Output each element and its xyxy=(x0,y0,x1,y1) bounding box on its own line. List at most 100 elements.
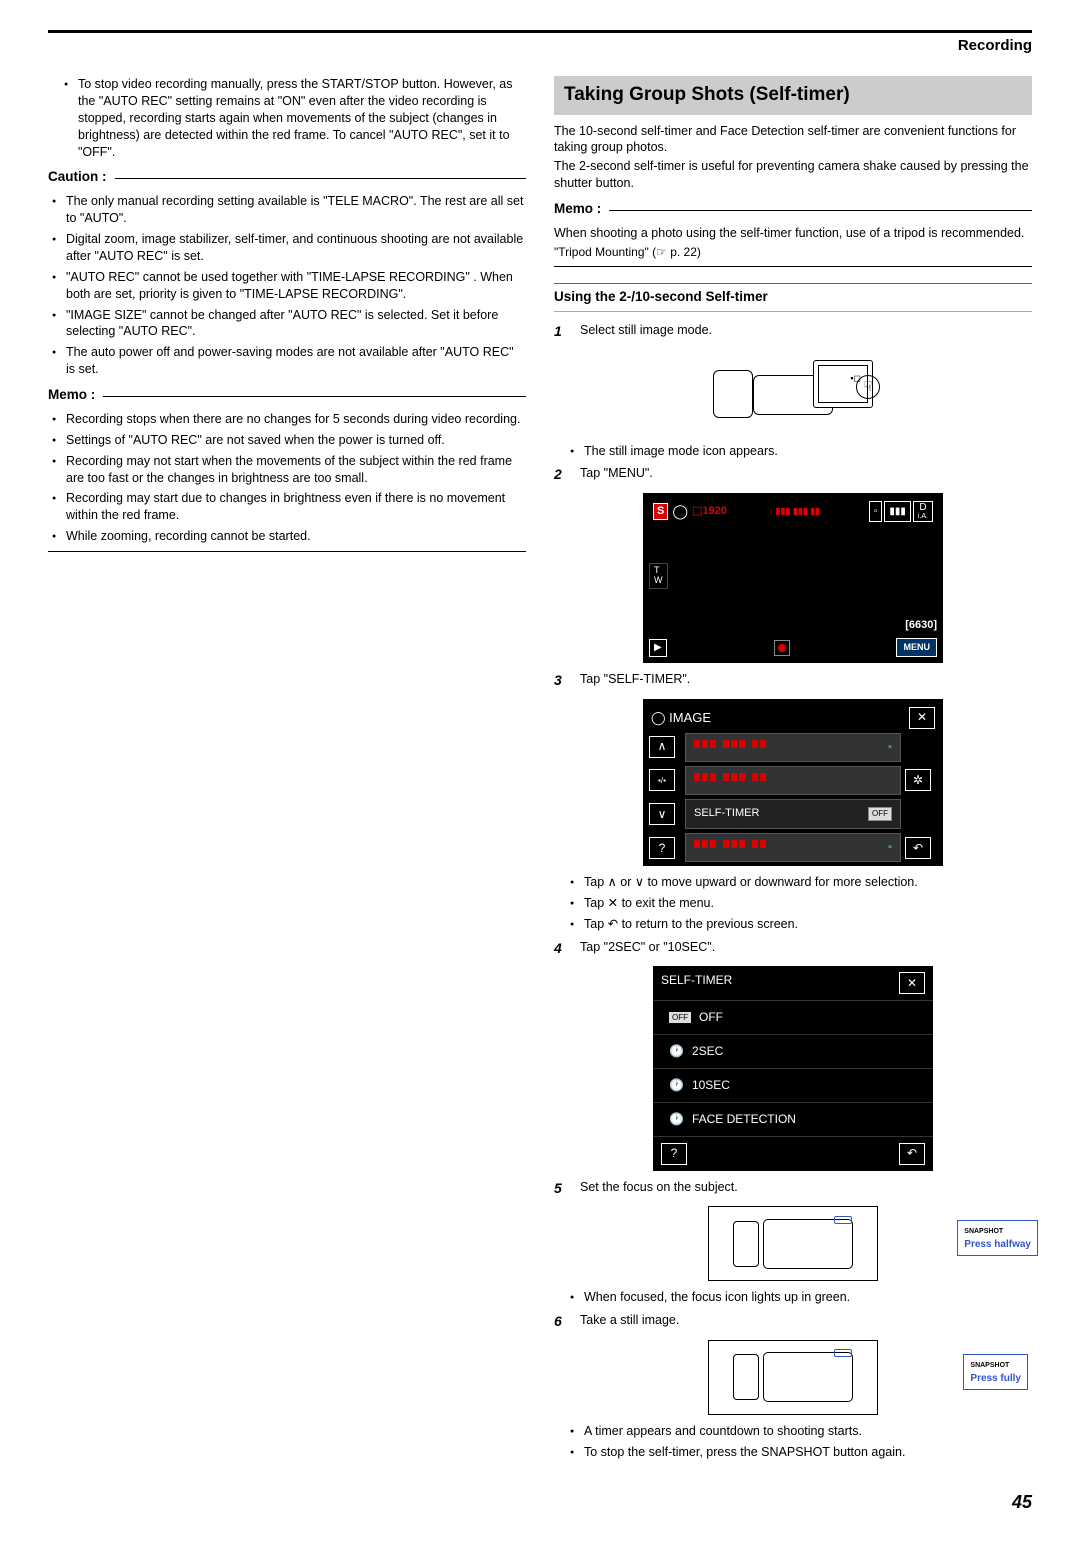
camera-icon: ◯ xyxy=(672,502,688,522)
back-button[interactable]: ↶ xyxy=(899,1143,925,1165)
step-num: 5 xyxy=(554,1179,568,1199)
memo-item: Recording stops when there are no change… xyxy=(66,411,526,428)
caution-item: "IMAGE SIZE" cannot be changed after "AU… xyxy=(66,307,526,341)
menu-row[interactable]: ▪ xyxy=(685,833,901,862)
intro-2: The 2-second self-timer is useful for pr… xyxy=(554,158,1032,192)
gear-button[interactable]: ✲ xyxy=(905,769,931,791)
memo-item: Recording may not start when the movemen… xyxy=(66,453,526,487)
page-number: 45 xyxy=(48,1490,1032,1515)
menu-button[interactable]: MENU xyxy=(896,638,937,657)
step3-note: Tap ↶ to return to the previous screen. xyxy=(584,916,1032,933)
intro-1: The 10-second self-timer and Face Detect… xyxy=(554,123,1032,157)
memo-label-left: Memo : xyxy=(48,386,526,405)
memo-label-right: Memo : xyxy=(554,200,1032,219)
page-indicator: ▪/▪ xyxy=(649,769,675,791)
step1-note: The still image mode icon appears. xyxy=(584,443,1032,460)
play-icon[interactable]: ▶ xyxy=(649,639,667,657)
count-text: [6630] xyxy=(905,618,937,633)
step5-notes: When focused, the focus icon lights up i… xyxy=(554,1289,1032,1306)
menu-row[interactable] xyxy=(685,766,901,795)
step3-notes: Tap ∧ or ∨ to move upward or downward fo… xyxy=(554,874,1032,933)
memo-list-left: Recording stops when there are no change… xyxy=(48,411,526,545)
step-num: 3 xyxy=(554,671,568,691)
down-button[interactable]: ∨ xyxy=(649,803,675,825)
close-button[interactable]: ✕ xyxy=(909,707,935,729)
memo-text: When shooting a photo using the self-tim… xyxy=(554,225,1032,242)
zoom-tw: TW xyxy=(649,563,668,589)
memo-close-rule xyxy=(554,266,1032,267)
step-text: Take a still image. xyxy=(580,1312,1032,1332)
page-header: Recording xyxy=(48,35,1032,56)
step6-note: To stop the self-timer, press the SNAPSH… xyxy=(584,1444,1032,1461)
face-icon: 🕐 xyxy=(669,1111,684,1128)
timer-off-row[interactable]: OFFOFF xyxy=(653,1000,933,1034)
step-text: Tap "MENU". xyxy=(580,465,1032,485)
left-column: To stop video recording manually, press … xyxy=(48,76,526,1466)
main-heading: Taking Group Shots (Self-timer) xyxy=(554,76,1032,115)
right-column: Taking Group Shots (Self-timer) The 10-s… xyxy=(554,76,1032,1466)
red-bars: ▮▮▮ ▮▮▮ ▮▮ xyxy=(776,505,821,518)
figure-snapshot-full: SNAPSHOTPress fully xyxy=(554,1340,1032,1415)
menu-row[interactable]: ▪ xyxy=(685,733,901,762)
step-num: 6 xyxy=(554,1312,568,1332)
res-text: ⬚1920 xyxy=(692,504,727,519)
memo-item: While zooming, recording cannot be start… xyxy=(66,528,526,545)
close-button[interactable]: ✕ xyxy=(899,972,925,994)
close-rule xyxy=(48,551,526,552)
step-num: 4 xyxy=(554,939,568,959)
timer-2sec-row[interactable]: 🕐2SEC xyxy=(653,1034,933,1068)
timer-icon: 🕐 xyxy=(669,1043,684,1060)
timer-header: SELF-TIMER xyxy=(661,972,732,994)
step-num: 2 xyxy=(554,465,568,485)
caution-item: "AUTO REC" cannot be used together with … xyxy=(66,269,526,303)
step-6: 6 Take a still image. xyxy=(554,1312,1032,1332)
step-2: 2 Tap "MENU". xyxy=(554,465,1032,485)
step3-note: Tap ∧ or ∨ to move upward or downward fo… xyxy=(584,874,1032,891)
up-button[interactable]: ∧ xyxy=(649,736,675,758)
tap-hand-icon: ☟ xyxy=(856,375,880,399)
step3-note: Tap ✕ to exit the menu. xyxy=(584,895,1032,912)
help-button[interactable]: ? xyxy=(661,1143,687,1165)
caution-item: The only manual recording setting availa… xyxy=(66,193,526,227)
back-button[interactable]: ↶ xyxy=(905,837,931,859)
step6-note: A timer appears and countdown to shootin… xyxy=(584,1423,1032,1440)
figure-camcorder-1: ▪◻☟ xyxy=(554,350,1032,435)
step-text: Set the focus on the subject. xyxy=(580,1179,1032,1199)
step-text: Tap "SELF-TIMER". xyxy=(580,671,1032,691)
step-text: Tap "2SEC" or "10SEC". xyxy=(580,939,1032,959)
figure-lcd-menu: S ◯ ⬚1920 ▮▮▮ ▮▮▮ ▮▮ ▫ ▮▮▮ Di.A. TW [663… xyxy=(554,493,1032,663)
press-halfway-label: SNAPSHOTPress halfway xyxy=(957,1220,1038,1256)
figure-lcd-image-menu: ◯ IMAGE ✕ ∧ ▪/▪ ∨ ? ▪ SELF-TIMEROFF xyxy=(554,699,1032,867)
step-num: 1 xyxy=(554,322,568,342)
step-5: 5 Set the focus on the subject. xyxy=(554,1179,1032,1199)
step-4: 4 Tap "2SEC" or "10SEC". xyxy=(554,939,1032,959)
timer-face-row[interactable]: 🕐FACE DETECTION xyxy=(653,1102,933,1137)
header-rule xyxy=(48,30,1032,33)
step1-notes: The still image mode icon appears. xyxy=(554,443,1032,460)
caution-item: The auto power off and power-saving mode… xyxy=(66,344,526,378)
d-icon: Di.A. xyxy=(913,501,933,522)
step-text: Select still image mode. xyxy=(580,322,1032,342)
sd-icon: ▫ xyxy=(869,501,883,522)
step5-note: When focused, the focus icon lights up i… xyxy=(584,1289,1032,1306)
figure-lcd-timer-menu: SELF-TIMER ✕ OFFOFF 🕐2SEC 🕐10SEC 🕐FACE D… xyxy=(554,966,1032,1170)
timer-icon: 🕐 xyxy=(669,1077,684,1094)
caution-item: Digital zoom, image stabilizer, self-tim… xyxy=(66,231,526,265)
rec-button[interactable] xyxy=(774,640,790,656)
memo-item: Recording may start due to changes in br… xyxy=(66,490,526,524)
help-button[interactable]: ? xyxy=(649,837,675,859)
top-note-list: To stop video recording manually, press … xyxy=(48,76,526,160)
self-timer-row[interactable]: SELF-TIMEROFF xyxy=(685,799,901,828)
image-header: ◯ IMAGE xyxy=(651,709,711,727)
sub-heading: Using the 2-/10-second Self-timer xyxy=(554,283,1032,312)
press-fully-label: SNAPSHOTPress fully xyxy=(963,1354,1028,1390)
caution-label: Caution : xyxy=(48,168,526,187)
s-icon: S xyxy=(653,503,668,520)
step-3: 3 Tap "SELF-TIMER". xyxy=(554,671,1032,691)
memo-ref: "Tripod Mounting" (☞ p. 22) xyxy=(554,244,1032,260)
timer-10sec-row[interactable]: 🕐10SEC xyxy=(653,1068,933,1102)
memo-item: Settings of "AUTO REC" are not saved whe… xyxy=(66,432,526,449)
top-note: To stop video recording manually, press … xyxy=(78,76,526,160)
figure-snapshot-half: SNAPSHOTPress halfway xyxy=(554,1206,1032,1281)
caution-list: The only manual recording setting availa… xyxy=(48,193,526,378)
